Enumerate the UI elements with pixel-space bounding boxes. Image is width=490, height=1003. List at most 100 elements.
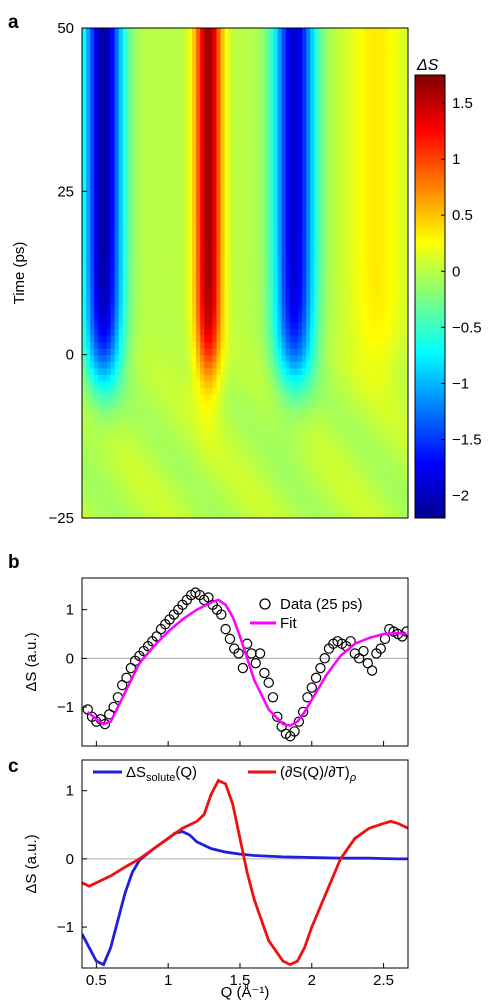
heatmap-cell <box>310 439 315 447</box>
heatmap-cell <box>204 224 209 232</box>
heatmap-cell <box>183 158 189 166</box>
heatmap-cell <box>318 126 324 134</box>
heatmap-cell <box>130 498 136 506</box>
heatmap-cell <box>86 361 91 369</box>
heatmap-cell <box>261 491 266 499</box>
heatmap-cell <box>297 472 303 480</box>
heatmap-cell <box>391 315 397 323</box>
heatmap-cell <box>175 380 181 388</box>
heatmap-cell <box>204 263 209 271</box>
heatmap-cell <box>330 452 336 460</box>
heatmap-cell <box>355 374 360 382</box>
heatmap-cell <box>253 165 258 173</box>
heatmap-cell <box>163 289 169 297</box>
heatmap-cell <box>216 243 222 251</box>
heatmap-cell <box>273 308 279 317</box>
heatmap-cell <box>367 420 372 428</box>
heatmap-cell <box>273 439 279 447</box>
heatmap-cell <box>102 250 108 258</box>
heatmap-cell <box>322 210 328 219</box>
heatmap-cell <box>200 158 205 166</box>
heatmap-cell <box>318 465 324 473</box>
heatmap-cell <box>167 178 173 186</box>
heatmap-cell <box>143 191 148 199</box>
heatmap-cell <box>310 341 315 349</box>
heatmap-cell <box>355 250 360 258</box>
heatmap-cell <box>224 485 230 493</box>
heatmap-cell <box>322 158 328 166</box>
heatmap-cell <box>208 367 213 375</box>
heatmap-cell <box>367 250 372 258</box>
heatmap-cell <box>367 132 372 140</box>
heatmap-cell <box>167 197 173 205</box>
heatmap-cell <box>375 387 381 395</box>
heatmap-cell <box>257 217 262 225</box>
heatmap-cell <box>379 191 385 199</box>
heatmap-cell <box>134 374 140 382</box>
heatmap-cell <box>391 361 397 369</box>
heatmap-cell <box>269 335 275 343</box>
heatmap-cell <box>183 145 189 153</box>
heatmap-cell <box>82 478 87 486</box>
heatmap-cell <box>204 315 209 323</box>
heatmap-cell <box>314 250 319 258</box>
heatmap-cell <box>391 302 397 310</box>
heatmap-cell <box>355 230 360 238</box>
heatmap-cell <box>130 465 136 473</box>
heatmap-cell <box>90 400 95 408</box>
heatmap-cell <box>200 243 205 251</box>
heatmap-cell <box>86 348 91 356</box>
heatmap-cell <box>334 400 340 408</box>
heatmap-cell <box>334 250 340 258</box>
heatmap-cell <box>167 472 173 480</box>
heatmap-cell <box>375 504 381 513</box>
heatmap-cell <box>187 393 193 401</box>
heatmap-cell <box>114 472 120 480</box>
heatmap-cell <box>314 420 319 428</box>
heatmap-cell <box>249 289 254 297</box>
heatmap-cell <box>285 145 291 153</box>
heatmap-cell <box>204 433 209 441</box>
heatmap-cell <box>130 459 136 467</box>
heatmap-cell <box>232 112 238 121</box>
heatmap-cell <box>367 204 372 212</box>
heatmap-cell <box>228 380 234 388</box>
heatmap-cell <box>403 433 408 441</box>
heatmap-cell <box>212 210 218 219</box>
heatmap-cell <box>106 112 112 121</box>
heatmap-cell <box>277 406 283 415</box>
heatmap-cell <box>314 491 319 499</box>
heatmap-cell <box>314 413 319 421</box>
heatmap-cell <box>212 152 218 160</box>
heatmap-cell <box>183 322 189 330</box>
heatmap-cell <box>82 426 87 434</box>
heatmap-cell <box>285 210 291 219</box>
heatmap-cell <box>285 374 291 382</box>
heatmap-cell <box>208 400 213 408</box>
heatmap-cell <box>293 472 299 480</box>
heatmap-cell <box>395 504 401 513</box>
heatmap-cell <box>192 178 197 186</box>
heatmap-cell <box>322 171 328 179</box>
heatmap-cell <box>338 224 344 232</box>
heatmap-cell <box>163 485 169 493</box>
heatmap-cell <box>175 210 181 219</box>
heatmap-cell <box>200 335 205 343</box>
heatmap-cell <box>134 237 140 245</box>
heatmap-cell <box>232 426 238 434</box>
heatmap-cell <box>359 210 364 219</box>
heatmap-cell <box>139 348 144 356</box>
heatmap-cell <box>90 269 95 277</box>
heatmap-cell <box>375 367 381 375</box>
heatmap-cell <box>183 197 189 205</box>
heatmap-cell <box>163 302 169 310</box>
heatmap-cell <box>216 308 222 317</box>
heatmap-cell <box>187 433 193 441</box>
heatmap-cell <box>187 119 193 127</box>
heatmap-cell <box>134 498 140 506</box>
heatmap-cell <box>277 354 283 362</box>
heatmap-cell <box>395 237 401 245</box>
heatmap-cell <box>228 197 234 205</box>
heatmap-cell <box>289 498 295 506</box>
heatmap-cell <box>249 459 254 467</box>
